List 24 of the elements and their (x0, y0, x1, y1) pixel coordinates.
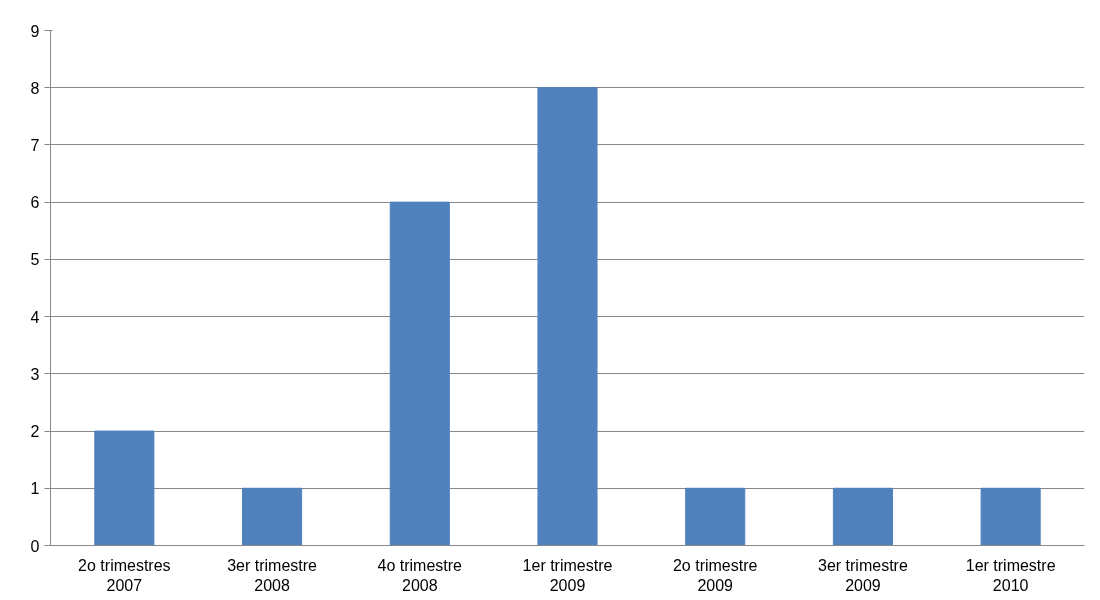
bar (94, 430, 155, 546)
bar (242, 487, 303, 546)
y-tick-label: 4 (30, 308, 40, 326)
y-tick-label: 5 (30, 251, 40, 269)
y-tick-label: 0 (30, 537, 40, 555)
x-tick-label: 2o trimestre 2009 (672, 556, 758, 594)
x-tick-label: 3er trimestre 2009 (818, 556, 908, 594)
y-tick-label: 8 (30, 79, 40, 97)
bar (537, 87, 598, 546)
y-tick-label: 7 (30, 136, 40, 154)
x-tick-label: 2o trimestres 2007 (78, 556, 171, 594)
x-tick-label: 4o trimestre 2008 (377, 556, 463, 594)
y-tick-label: 6 (30, 194, 40, 212)
y-tick-label: 3 (30, 365, 40, 383)
y-tick-label: 2 (30, 423, 40, 441)
bar (389, 201, 450, 546)
y-tick-label: 1 (30, 480, 40, 498)
x-tick-label: 1er trimestre 2009 (522, 556, 613, 594)
bar (832, 487, 893, 546)
x-tick-label: 1er trimestre 2010 (965, 556, 1056, 594)
bar (685, 487, 746, 546)
bar (980, 487, 1041, 546)
x-tick-label: 3er trimestre 2008 (227, 556, 318, 594)
y-tick-label: 9 (30, 22, 40, 40)
